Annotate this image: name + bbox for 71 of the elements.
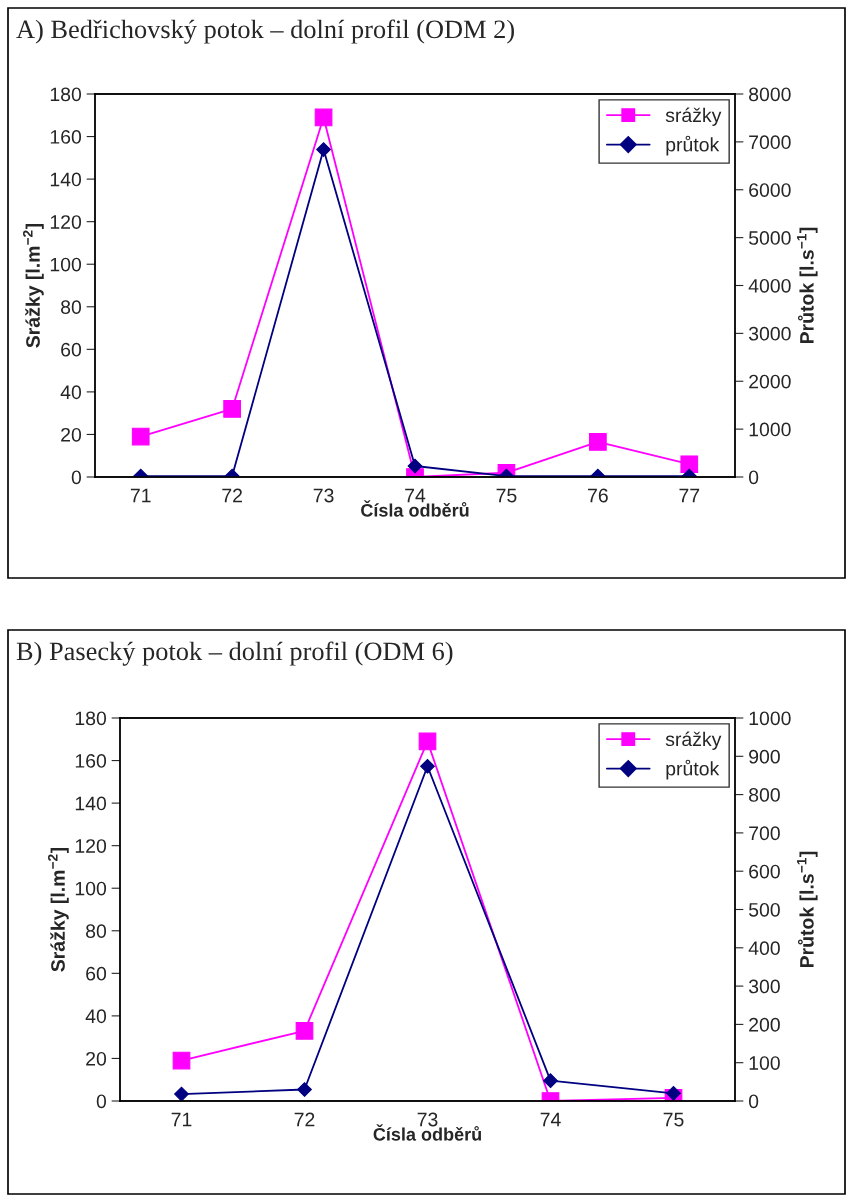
x-tick-label: 76 [588, 488, 608, 503]
y-tick-label: 80 [61, 300, 82, 315]
legend-label: průtok [666, 759, 720, 780]
point [223, 400, 241, 418]
y-tick-label: 80 [86, 924, 107, 939]
y2-axis-title: Průtok [l.s$^{−1}$] [797, 851, 818, 968]
y2-tick-label: 700 [749, 826, 780, 841]
y-tick-label: 60 [61, 342, 82, 357]
y2-tick-label: 8000 [749, 87, 791, 102]
point [680, 455, 699, 474]
point [297, 1082, 312, 1097]
y-tick-label: 20 [61, 427, 82, 442]
y-tick-label: 100 [50, 257, 82, 272]
x-tick-label: 73 [313, 488, 334, 503]
y-tick-label: 40 [85, 1009, 107, 1024]
x-tick-label: 75 [496, 488, 517, 503]
y2-tick-label: 900 [749, 749, 780, 764]
x-tick-label: 72 [294, 1112, 315, 1127]
x-tick-label: 74 [540, 1112, 561, 1127]
chart-title: B) Pasecký potok – dolní profil (ODM 6) [16, 641, 453, 666]
y-tick-label: 0 [96, 1094, 107, 1109]
y-tick-label: 140 [75, 796, 107, 811]
x-tick-label: 75 [663, 1112, 684, 1127]
legend-label: srážky [665, 107, 722, 126]
y2-tick-label: 1000 [749, 422, 791, 437]
y-axis-title: Srážky [l.m$^{−2}$] [23, 223, 44, 348]
point [543, 1073, 558, 1089]
y2-tick-label: 4000 [748, 278, 791, 293]
y-axis-title: Srážky [l.m$^{−2}$] [48, 847, 69, 972]
y-tick-label: 60 [86, 966, 107, 981]
x-tick-label: 71 [130, 488, 151, 503]
y-tick-label: 120 [75, 839, 107, 853]
x-tick-label: 71 [171, 1112, 192, 1127]
y2-tick-label: 3000 [748, 326, 791, 341]
y-tick-label: 180 [50, 87, 82, 102]
legend-label: průtok [666, 135, 720, 156]
chart-title: A) Bedřichovský potok – dolní profil (ODM 2) [16, 19, 514, 44]
y-tick-label: 140 [50, 172, 82, 187]
y-tick-label: 20 [86, 1051, 107, 1066]
y2-axis-title: Průtok [l.s$^{−1}$] [797, 227, 818, 344]
y2-tick-label: 0 [748, 1094, 759, 1109]
x-tick-label: 72 [222, 488, 242, 503]
legend-label: srážky [665, 731, 722, 750]
y-tick-label: 40 [60, 385, 82, 400]
y2-tick-label: 0 [748, 470, 759, 485]
y2-tick-label: 1000 [749, 711, 791, 726]
y-tick-label: 180 [75, 711, 107, 726]
x-tick-label: 73 [417, 1112, 438, 1127]
y2-tick-label: 600 [749, 864, 780, 879]
point [589, 433, 607, 451]
y-tick-label: 160 [50, 130, 82, 144]
y-tick-label: 0 [71, 470, 82, 485]
point [131, 427, 150, 446]
x-tick-label: 77 [679, 488, 700, 503]
y-tick-label: 160 [75, 754, 107, 768]
y2-tick-label: 100 [749, 1056, 780, 1070]
y2-tick-label: 800 [749, 788, 780, 802]
y2-tick-label: 400 [748, 941, 780, 956]
y2-tick-label: 2000 [749, 374, 791, 389]
y2-tick-label: 500 [748, 902, 780, 917]
y2-tick-label: 300 [748, 979, 780, 994]
y2-tick-label: 7000 [749, 135, 791, 150]
point [174, 1086, 189, 1101]
y2-tick-label: 6000 [749, 183, 791, 197]
y2-tick-label: 200 [749, 1017, 780, 1032]
point [418, 732, 437, 751]
point [420, 758, 435, 774]
point [314, 108, 333, 127]
y2-tick-label: 5000 [748, 231, 791, 245]
y-tick-label: 100 [75, 881, 107, 896]
y-tick-label: 120 [50, 215, 82, 229]
